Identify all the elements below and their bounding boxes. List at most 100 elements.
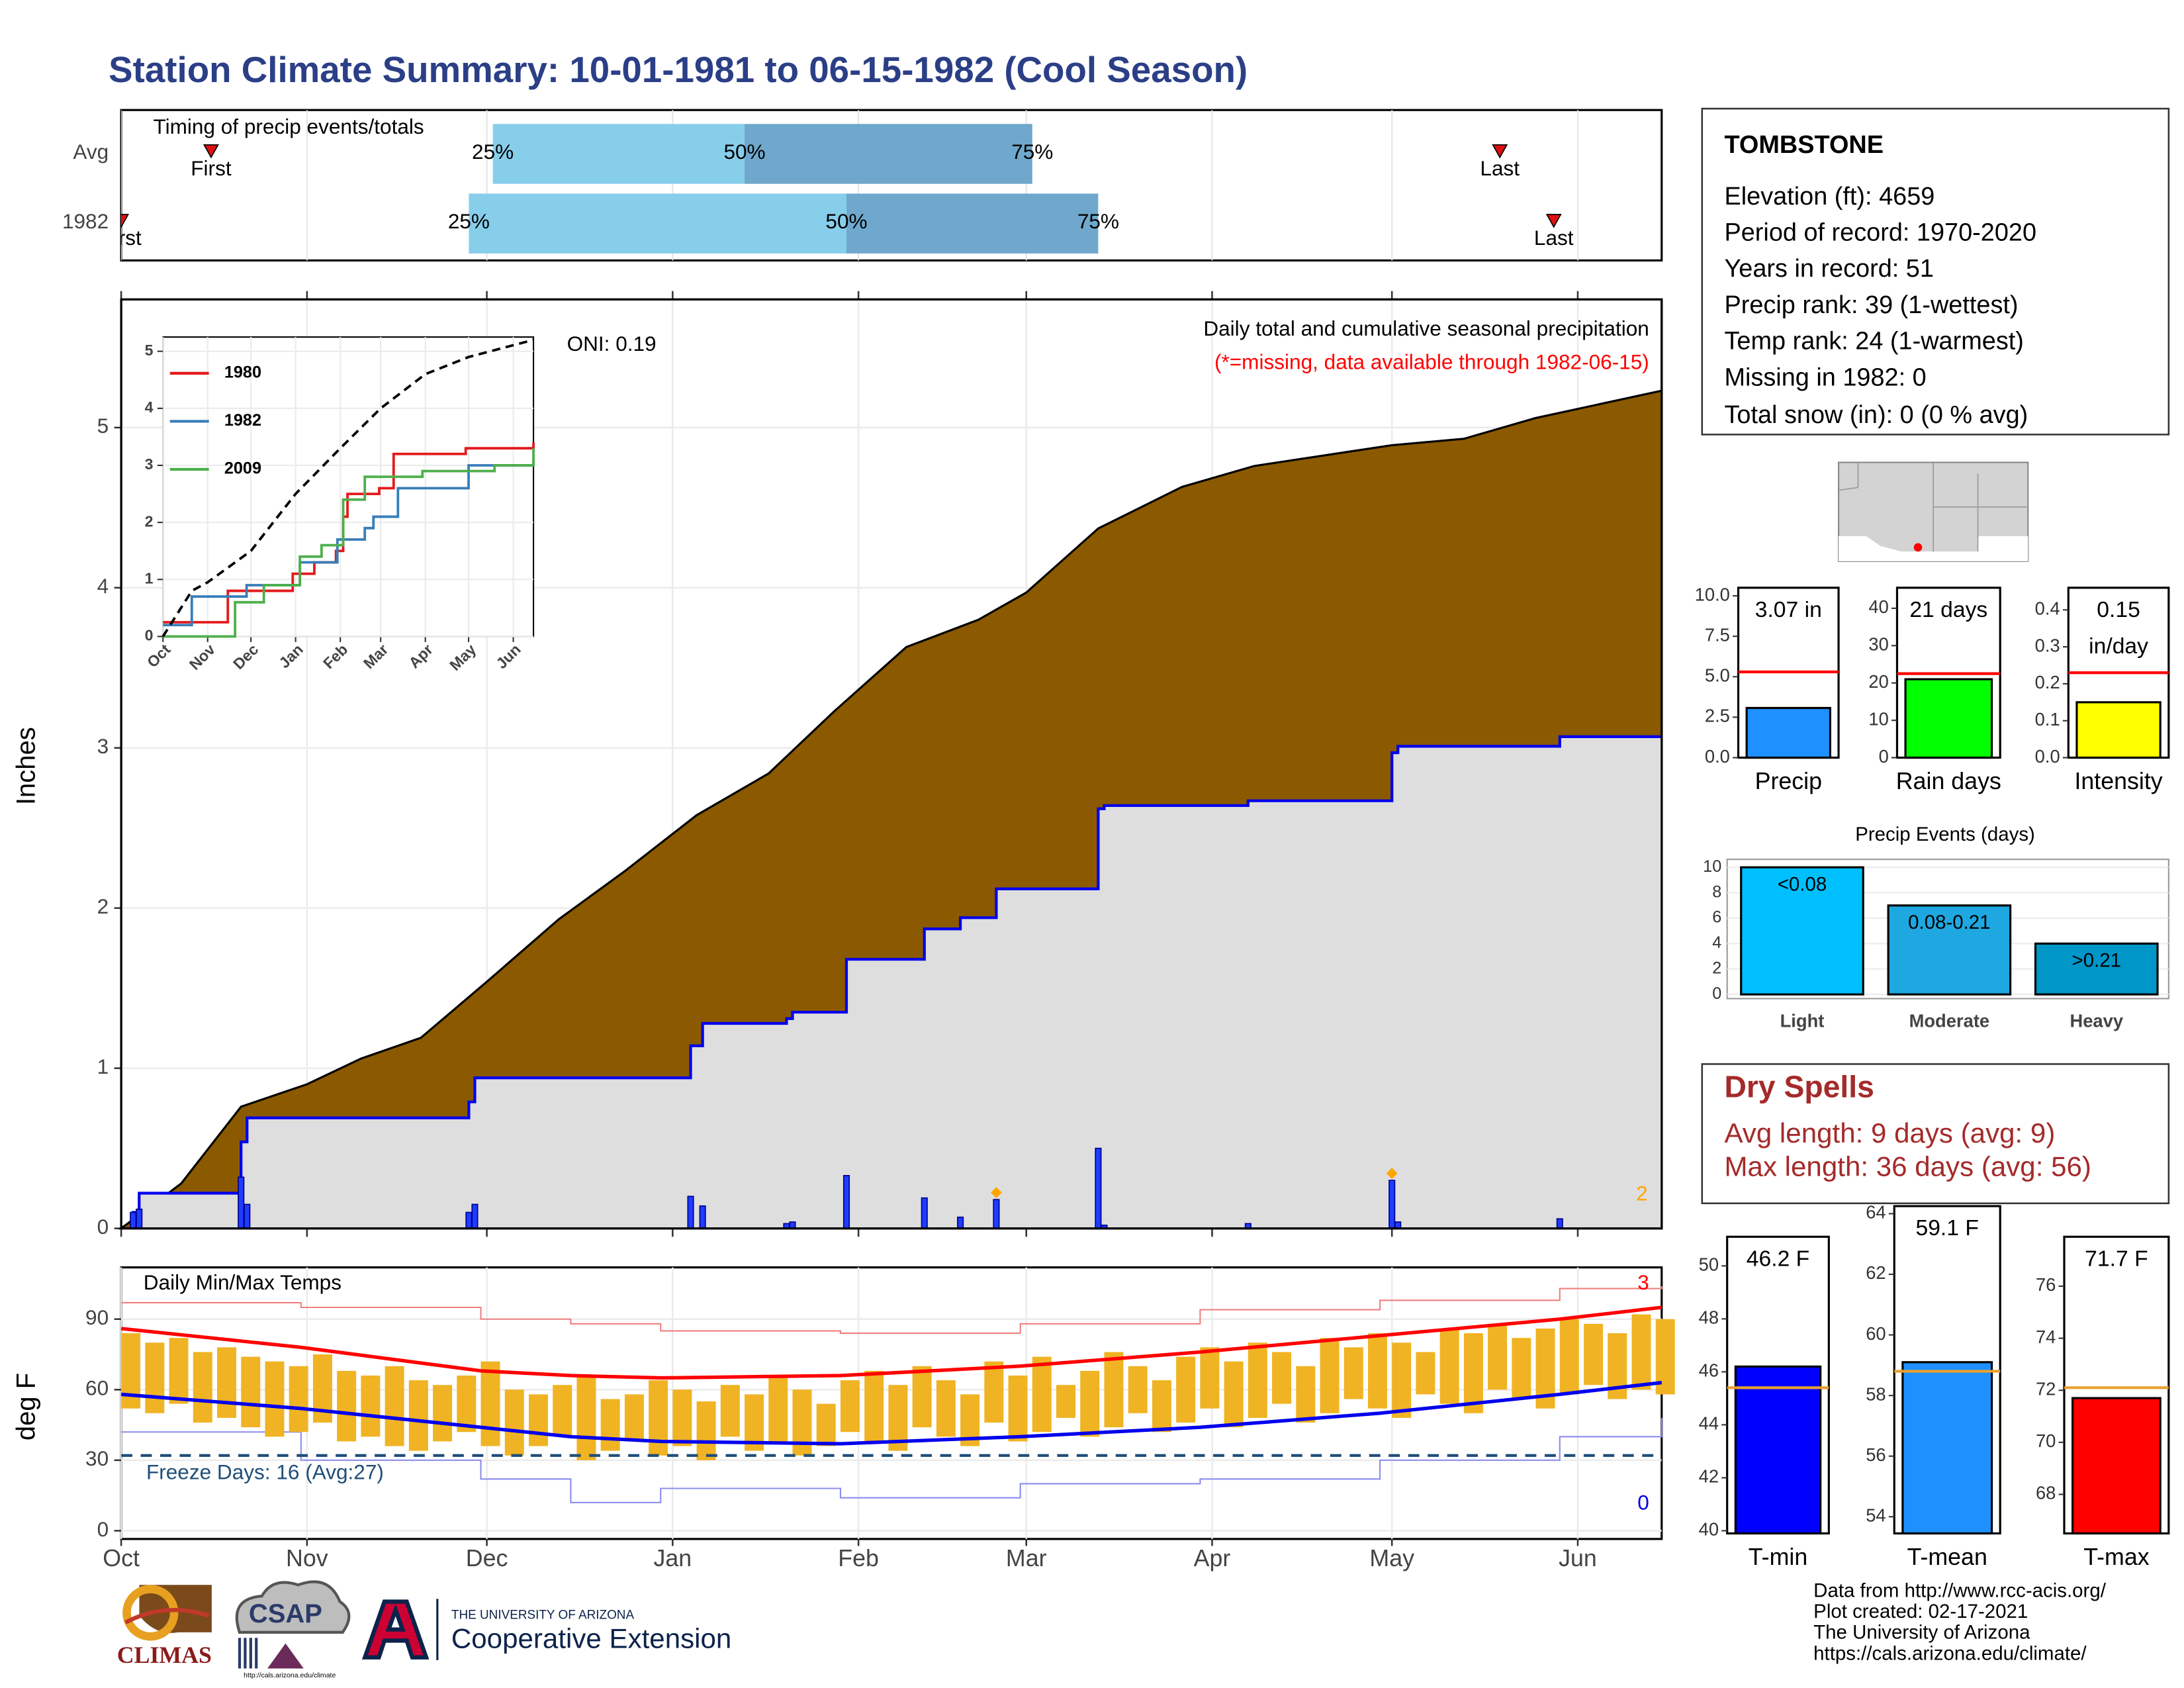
timing-bar [846, 193, 1099, 254]
y-tick-label: 10 [1868, 708, 1888, 729]
y-tick-label: 2.5 [1705, 706, 1730, 726]
station-box [1701, 107, 2170, 436]
logos: CLIMAS CSAP http://cals.arizona.edu/clim… [117, 1580, 731, 1679]
bin-label: 0.08-0.21 [1908, 912, 1990, 933]
y-tick-label: 10.0 [1695, 584, 1730, 604]
x-tick-label: Light [1780, 1011, 1825, 1031]
event-marker [1545, 214, 1562, 228]
y-tick-label: 76 [2036, 1274, 2056, 1295]
y-tick-label: 0 [1712, 984, 1721, 1003]
location-map [1838, 461, 2029, 562]
y-tick-label: 42 [1699, 1466, 1719, 1487]
y-tick-label: 4 [97, 574, 109, 598]
climas-logo-swoosh [124, 1608, 210, 1624]
temp-bar [241, 1356, 261, 1428]
y-tick-label: 90 [85, 1305, 109, 1329]
temp-bar [169, 1338, 189, 1404]
station-name: TOMBSTONE [1724, 131, 1884, 159]
credit: The University of Arizona [1813, 1622, 2030, 1644]
dry-spells-title: Dry Spells [1724, 1070, 1874, 1104]
y-tick-label: 74 [2036, 1327, 2056, 1347]
y-tick-label: 1 [145, 569, 154, 586]
daily-precip-bar [471, 1203, 478, 1229]
y-tick-label: 60 [1866, 1323, 1886, 1344]
temp-bar [265, 1361, 285, 1437]
precip-title: Daily total and cumulative seasonal prec… [1203, 316, 1649, 340]
ua-logo [361, 1599, 430, 1660]
temp-bar [1631, 1314, 1651, 1390]
temp-bar [576, 1376, 596, 1460]
y-tick-label: 48 [1699, 1307, 1719, 1328]
temp-bar [1584, 1323, 1604, 1385]
climas-logo-text: CLIMAS [117, 1642, 212, 1668]
bar [1901, 1361, 1993, 1535]
row-label: Avg [73, 140, 109, 164]
x-tick-label: Rain days [1896, 768, 2001, 794]
quantile-label: 50% [825, 209, 867, 233]
temp-bar [480, 1361, 500, 1446]
temp-bar [1248, 1342, 1267, 1418]
y-tick-label: 5 [97, 414, 109, 438]
temp-bar [1296, 1366, 1316, 1423]
event-marker [1492, 144, 1508, 159]
x-tick-label: Jun [1559, 1545, 1597, 1571]
y-tick-label: 56 [1866, 1444, 1886, 1465]
x-tick-label: May [1369, 1545, 1414, 1571]
timing-title: Timing of precip events/totals [154, 115, 424, 138]
daily-precip-bar [465, 1211, 473, 1229]
event-label: Last [1480, 156, 1520, 180]
series-line [163, 448, 535, 638]
y-tick-label: 46 [1699, 1360, 1719, 1381]
bin-label: >0.21 [2072, 950, 2122, 972]
y-tick-label: 40 [1868, 596, 1888, 617]
event-label: First [191, 156, 232, 180]
x-tick-label: Jan [654, 1545, 692, 1571]
temp-bar [864, 1370, 884, 1442]
y-tick-label: 3 [97, 734, 109, 758]
temp-bar [193, 1352, 212, 1423]
credit: Data from http://www.rcc-acis.org/ [1813, 1580, 2107, 1602]
y-tick-label: 8 [1712, 882, 1721, 901]
temp-bar [1392, 1342, 1412, 1418]
temp-bar [217, 1347, 236, 1418]
temp-bar [337, 1370, 357, 1442]
y-tick-label: 7.5 [1705, 624, 1730, 645]
daily-precip-bar [699, 1205, 706, 1229]
temp-bar [504, 1389, 524, 1456]
quantile-label: 25% [448, 209, 490, 233]
temp-bar [553, 1385, 572, 1437]
y-axis-label: deg F [12, 1373, 41, 1440]
map-station [1913, 543, 1923, 552]
missing-marker [1386, 1168, 1398, 1180]
record-high-count: 3 [1637, 1270, 1649, 1294]
x-tick-label: Dec [466, 1545, 508, 1571]
x-tick-label: T-min [1749, 1544, 1807, 1570]
daily-precip-bar [244, 1203, 251, 1229]
timing-plot: 25% 50% 75% First Last 25% 50% 75% First Last [121, 110, 1579, 261]
y-tick-label: 64 [1866, 1202, 1886, 1223]
daily-precip-bar [130, 1211, 137, 1229]
temp-bar [1439, 1328, 1459, 1404]
y-tick-label: 30 [1868, 634, 1888, 655]
y-tick-label: 70 [2036, 1430, 2056, 1451]
row-label: 1982 [62, 209, 109, 233]
station-line: Years in record: 51 [1724, 255, 1933, 283]
temp-bar [1152, 1380, 1171, 1432]
temp-bar [912, 1366, 932, 1428]
daily-precip-bar [687, 1196, 694, 1229]
bar [1887, 904, 2012, 996]
temp-bar [289, 1366, 308, 1432]
temp-bar [624, 1394, 644, 1442]
missing-count: 2 [1636, 1182, 1648, 1205]
y-tick-label: 0.0 [1705, 746, 1730, 767]
daily-precip-bar [1388, 1180, 1396, 1229]
map-mexico [1839, 536, 2028, 561]
value-label: 59.1 F [1915, 1217, 1979, 1241]
temp-bar [1320, 1338, 1340, 1413]
temp-bar [1488, 1323, 1508, 1390]
temp-bar [1416, 1352, 1435, 1395]
temp-bar [696, 1401, 716, 1460]
temp-bar [1104, 1352, 1124, 1428]
value-label: 3.07 in [1754, 598, 1822, 623]
station-line: Period of record: 1970-2020 [1724, 218, 2036, 246]
